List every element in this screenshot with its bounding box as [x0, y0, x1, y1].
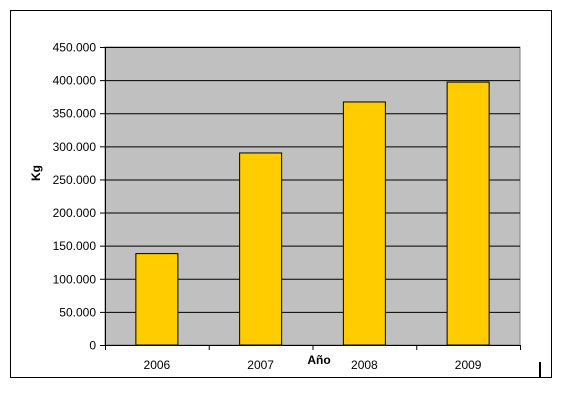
y-tick-label: 200.000	[53, 206, 97, 220]
y-tick-label: 150.000	[53, 239, 97, 253]
x-tick-label: 2009	[455, 358, 482, 372]
text-cursor-mark	[539, 362, 541, 378]
bars	[135, 81, 490, 346]
x-tick-label: 2007	[247, 358, 274, 372]
bar-2008	[342, 101, 386, 346]
y-tick-label: 250.000	[53, 173, 97, 187]
x-tick-label: 2006	[144, 358, 171, 372]
x-tick-labels: 2006 2007 2008 2009	[144, 358, 482, 372]
y-tick-labels: 0 50.000 100.000 150.000 200.000 250.000 300.0…	[53, 41, 97, 353]
y-tick-label: 350.000	[53, 107, 97, 121]
x-axis-title: Año	[307, 353, 330, 367]
y-tick-label: 400.000	[53, 74, 97, 88]
bar-2006	[135, 253, 179, 346]
y-tick-label: 50.000	[59, 305, 96, 319]
y-axis-title: Kg	[29, 165, 43, 181]
y-tick-label: 450.000	[53, 41, 97, 55]
axes	[100, 47, 521, 350]
y-tick-label: 300.000	[53, 140, 97, 154]
bar-2007	[239, 152, 283, 346]
bar-2009	[446, 81, 490, 346]
y-tick-label: 100.000	[53, 272, 97, 286]
y-tick-label: 0	[89, 339, 96, 353]
x-tick-label: 2008	[351, 358, 378, 372]
